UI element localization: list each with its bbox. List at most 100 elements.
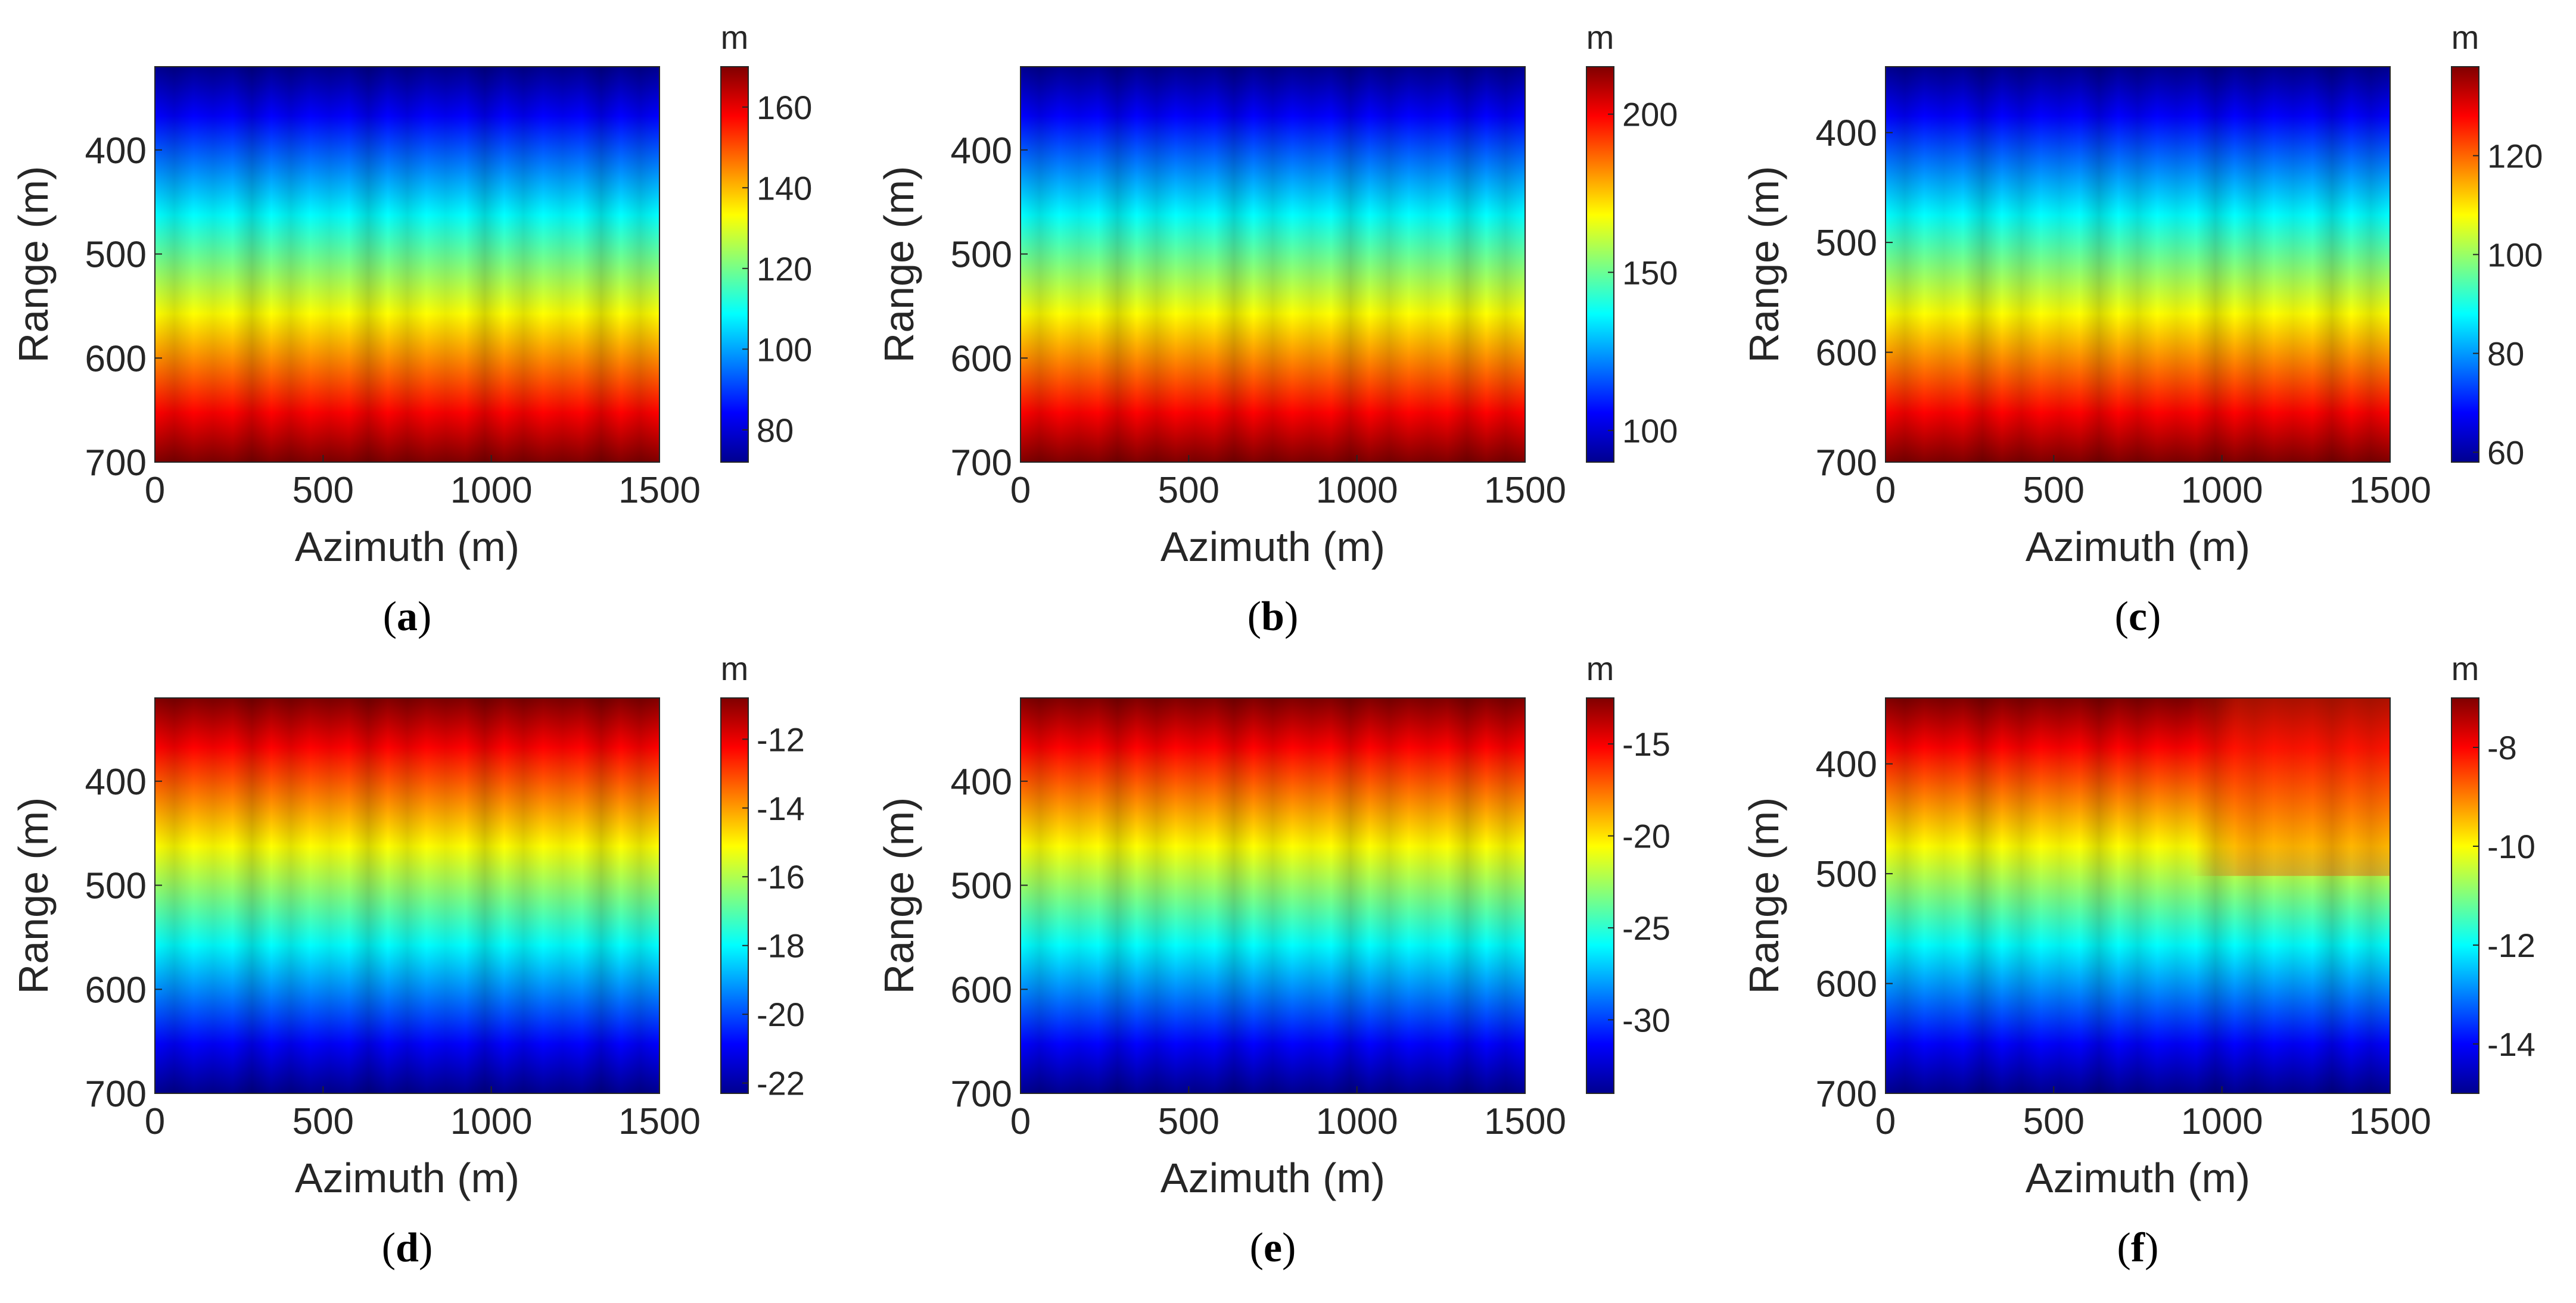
- axes-frame: [1020, 697, 1526, 1094]
- y-tick-label: 600: [85, 338, 147, 379]
- colorbar-tick-label: 80: [757, 412, 794, 449]
- y-tick-label: 500: [1816, 223, 1877, 264]
- heatmap-highlight: [1886, 698, 2390, 876]
- y-tick-label: 500: [951, 866, 1012, 907]
- x-tick-label: 0: [145, 470, 165, 511]
- colorbar-tick-label: -16: [757, 858, 805, 896]
- panel-e: 0 500 1000 1500 400 500 600 700 Azimuth (m) Range…: [876, 650, 1670, 1271]
- y-axis-label: Range (m): [10, 166, 57, 363]
- panel-caption: (b): [1247, 594, 1299, 640]
- colorbar-unit: m: [1586, 18, 1614, 56]
- panel-caption: (d): [382, 1225, 433, 1271]
- colorbar: [2451, 66, 2479, 463]
- colorbar-unit: m: [721, 650, 749, 687]
- y-tick-label: 400: [951, 762, 1012, 803]
- panel-d: 0 500 1000 1500 400 500 600 700 Azimuth (m) Range…: [10, 650, 805, 1271]
- panel-caption: (f): [2117, 1225, 2159, 1271]
- colorbar-tick-label: -14: [2487, 1025, 2535, 1063]
- colorbar-tick-label: -18: [757, 927, 805, 965]
- x-tick-label: 1000: [450, 470, 533, 511]
- panel-caption: (a): [383, 594, 432, 640]
- panel-caption: (c): [2115, 594, 2161, 640]
- colorbar-tick-label: 100: [757, 331, 812, 368]
- x-tick-label: 500: [2023, 1101, 2085, 1142]
- y-tick-label: 700: [951, 442, 1012, 484]
- y-tick-label: 600: [1816, 964, 1877, 1005]
- panel-caption: (e): [1250, 1225, 1296, 1271]
- x-tick-label: 1500: [1484, 1101, 1566, 1142]
- y-tick-label: 500: [85, 866, 147, 907]
- colorbar: [720, 66, 749, 463]
- y-tick-label: 700: [85, 442, 147, 484]
- colorbar-tick-label: 200: [1622, 96, 1678, 133]
- x-tick-label: 500: [2023, 470, 2085, 511]
- axes-frame: [1020, 66, 1526, 463]
- panel-f: 0 500 1000 1500 400 500 600 700 Azimuth (m) Range…: [1741, 650, 2535, 1271]
- x-tick-label: 1500: [618, 470, 701, 511]
- heatmap-texture: [1021, 67, 1525, 462]
- y-tick-label: 600: [85, 970, 147, 1011]
- y-tick-label: 400: [951, 130, 1012, 172]
- colorbar-tick-label: 100: [2487, 236, 2543, 273]
- x-axis-label: Azimuth (m): [1161, 1155, 1385, 1201]
- axes-frame: [154, 66, 660, 463]
- colorbar-tick-label: -30: [1622, 1001, 1670, 1039]
- y-axis-label: Range (m): [10, 797, 57, 995]
- y-axis-label: Range (m): [1741, 797, 1787, 995]
- x-tick-label: 500: [293, 470, 354, 511]
- y-tick-label: 700: [951, 1074, 1012, 1115]
- colorbar-tick-label: 80: [2487, 335, 2524, 372]
- colorbar-unit: m: [1586, 650, 1614, 687]
- heatmap-texture: [1021, 698, 1525, 1093]
- panel-c: 0 500 1000 1500 400 500 600 700 Azimuth (m) Range…: [1741, 18, 2543, 640]
- y-tick-label: 700: [1816, 1074, 1877, 1115]
- y-axis-label: Range (m): [1741, 166, 1787, 363]
- y-tick-label: 600: [951, 338, 1012, 379]
- colorbar: [720, 697, 749, 1094]
- x-tick-label: 1500: [618, 1101, 701, 1142]
- colorbar-tick-label: 140: [757, 169, 812, 207]
- y-tick-label: 400: [85, 130, 147, 172]
- x-tick-label: 1500: [2349, 470, 2431, 511]
- x-tick-label: 500: [1158, 470, 1219, 511]
- x-tick-label: 1500: [1484, 470, 1566, 511]
- x-axis-label: Azimuth (m): [295, 1155, 519, 1201]
- x-tick-label: 0: [1875, 1101, 1896, 1142]
- colorbar-tick-label: -20: [757, 996, 805, 1033]
- heatmap-texture: [155, 698, 659, 1093]
- x-tick-label: 1000: [1316, 1101, 1398, 1142]
- colorbar-tick-label: -22: [757, 1065, 805, 1102]
- panel-a: 0 500 1000 1500 400 500 600 700 Azimuth (m) Range…: [10, 18, 812, 640]
- x-axis-label: Azimuth (m): [2026, 523, 2250, 570]
- colorbar-unit: m: [2451, 650, 2479, 687]
- colorbar-tick-label: -14: [757, 790, 805, 827]
- heatmap-texture: [1886, 67, 2390, 462]
- y-tick-label: 500: [1816, 854, 1877, 895]
- y-tick-label: 700: [85, 1074, 147, 1115]
- colorbar-tick-label: -10: [2487, 828, 2535, 865]
- y-axis-label: Range (m): [876, 797, 922, 995]
- colorbar-tick-label: -12: [757, 721, 805, 758]
- x-tick-label: 0: [1010, 470, 1031, 511]
- y-tick-label: 400: [1816, 744, 1877, 785]
- x-tick-label: 0: [145, 1101, 165, 1142]
- y-tick-label: 400: [1816, 113, 1877, 154]
- x-axis-label: Azimuth (m): [2026, 1155, 2250, 1201]
- x-axis-label: Azimuth (m): [1161, 523, 1385, 570]
- colorbar-tick-label: 160: [757, 89, 812, 126]
- axes-frame: [1885, 697, 2391, 1094]
- colorbar-tick-label: 120: [2487, 137, 2543, 174]
- axes-frame: [1885, 66, 2391, 463]
- x-tick-label: 500: [1158, 1101, 1219, 1142]
- y-tick-label: 600: [951, 970, 1012, 1011]
- colorbar-unit: m: [2451, 18, 2479, 56]
- colorbar-tick-label: 150: [1622, 254, 1678, 291]
- y-tick-label: 400: [85, 762, 147, 803]
- y-tick-label: 600: [1816, 333, 1877, 374]
- x-axis-label: Azimuth (m): [295, 523, 519, 570]
- x-tick-label: 0: [1010, 1101, 1031, 1142]
- colorbar: [2451, 697, 2479, 1094]
- colorbar-tick-label: -12: [2487, 927, 2535, 964]
- y-tick-label: 700: [1816, 442, 1877, 484]
